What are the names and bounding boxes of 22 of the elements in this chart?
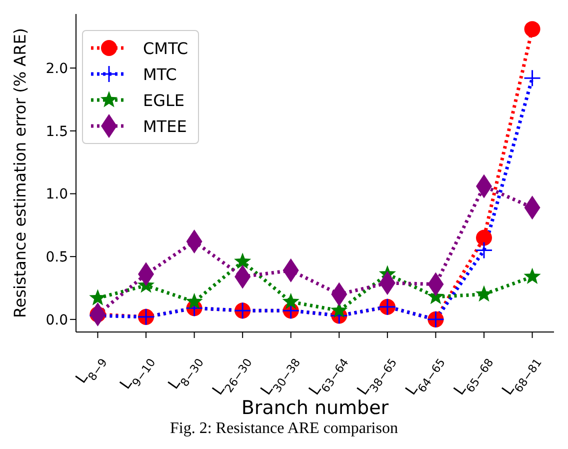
point xyxy=(524,21,540,38)
legend-label: CMTC xyxy=(143,38,188,58)
y-tick-label: 0.5 xyxy=(46,250,68,266)
y-tick-label: 1.0 xyxy=(46,186,68,203)
caption: Fig. 2: Resistance ARE comparison xyxy=(169,420,399,438)
legend-label: MTC xyxy=(143,64,177,84)
point xyxy=(475,285,493,302)
y-axis-title: Resistance estimation error (% ARE) xyxy=(10,28,30,318)
point xyxy=(186,292,203,310)
x-axis-title: Branch number xyxy=(241,397,389,419)
y-tick-label: 0.0 xyxy=(46,312,68,328)
point xyxy=(475,242,493,260)
legend-label: MTEE xyxy=(143,116,187,136)
legend-label: EGLE xyxy=(143,90,185,110)
point xyxy=(524,268,541,284)
point xyxy=(476,230,492,246)
point xyxy=(524,69,542,87)
point xyxy=(234,252,252,269)
point xyxy=(89,289,106,306)
y-tick-label: 2.0 xyxy=(46,61,68,78)
y-tick-label: 1.5 xyxy=(46,124,68,140)
point xyxy=(282,292,300,310)
